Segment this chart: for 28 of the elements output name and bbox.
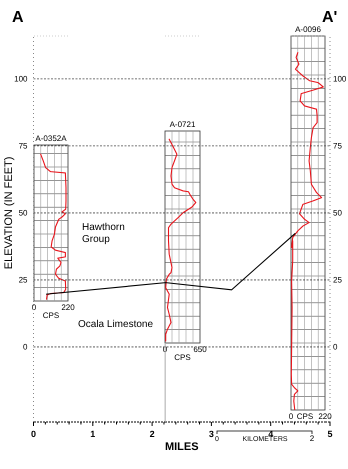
x-tick-label: 220 bbox=[318, 412, 332, 421]
chart-title: A-0096 bbox=[295, 25, 322, 34]
text: A' bbox=[322, 9, 338, 26]
annotation: Hawthorn Group bbox=[82, 222, 125, 245]
y2-tick-label: 75 bbox=[333, 141, 342, 150]
y2-tick-label: 50 bbox=[333, 208, 342, 218]
y-tick-label: 75 bbox=[18, 141, 28, 150]
x-tick-label: 5 bbox=[327, 429, 333, 440]
y-tick-label: 50 bbox=[18, 208, 28, 218]
x-tick-label: 2 bbox=[150, 429, 155, 440]
y2-tick-label: 25 bbox=[333, 275, 342, 284]
y-tick-label: 25 bbox=[18, 275, 28, 284]
x-axis-title: CPS bbox=[42, 311, 60, 320]
line-series bbox=[46, 233, 296, 295]
y-tick-label: 100 bbox=[14, 74, 28, 84]
x-tick-label: 220 bbox=[61, 303, 76, 312]
x-tick-label: 1 bbox=[90, 429, 96, 440]
text: A-0721 bbox=[170, 120, 196, 129]
y2-tick-label: 100 bbox=[333, 74, 347, 84]
x-axis-title: MILES bbox=[164, 441, 199, 453]
y-axis-title: ELEVATION (IN FEET) bbox=[3, 156, 15, 270]
text: A-0352A bbox=[35, 134, 68, 143]
x-tick-label: 3 bbox=[208, 429, 214, 440]
text: A bbox=[12, 9, 24, 26]
annotation: Ocala Limestone bbox=[78, 319, 154, 330]
x-axis-title: CPS bbox=[174, 353, 191, 362]
x-tick-label: 0 bbox=[30, 429, 36, 440]
x-axis-title: CPS bbox=[296, 412, 314, 421]
